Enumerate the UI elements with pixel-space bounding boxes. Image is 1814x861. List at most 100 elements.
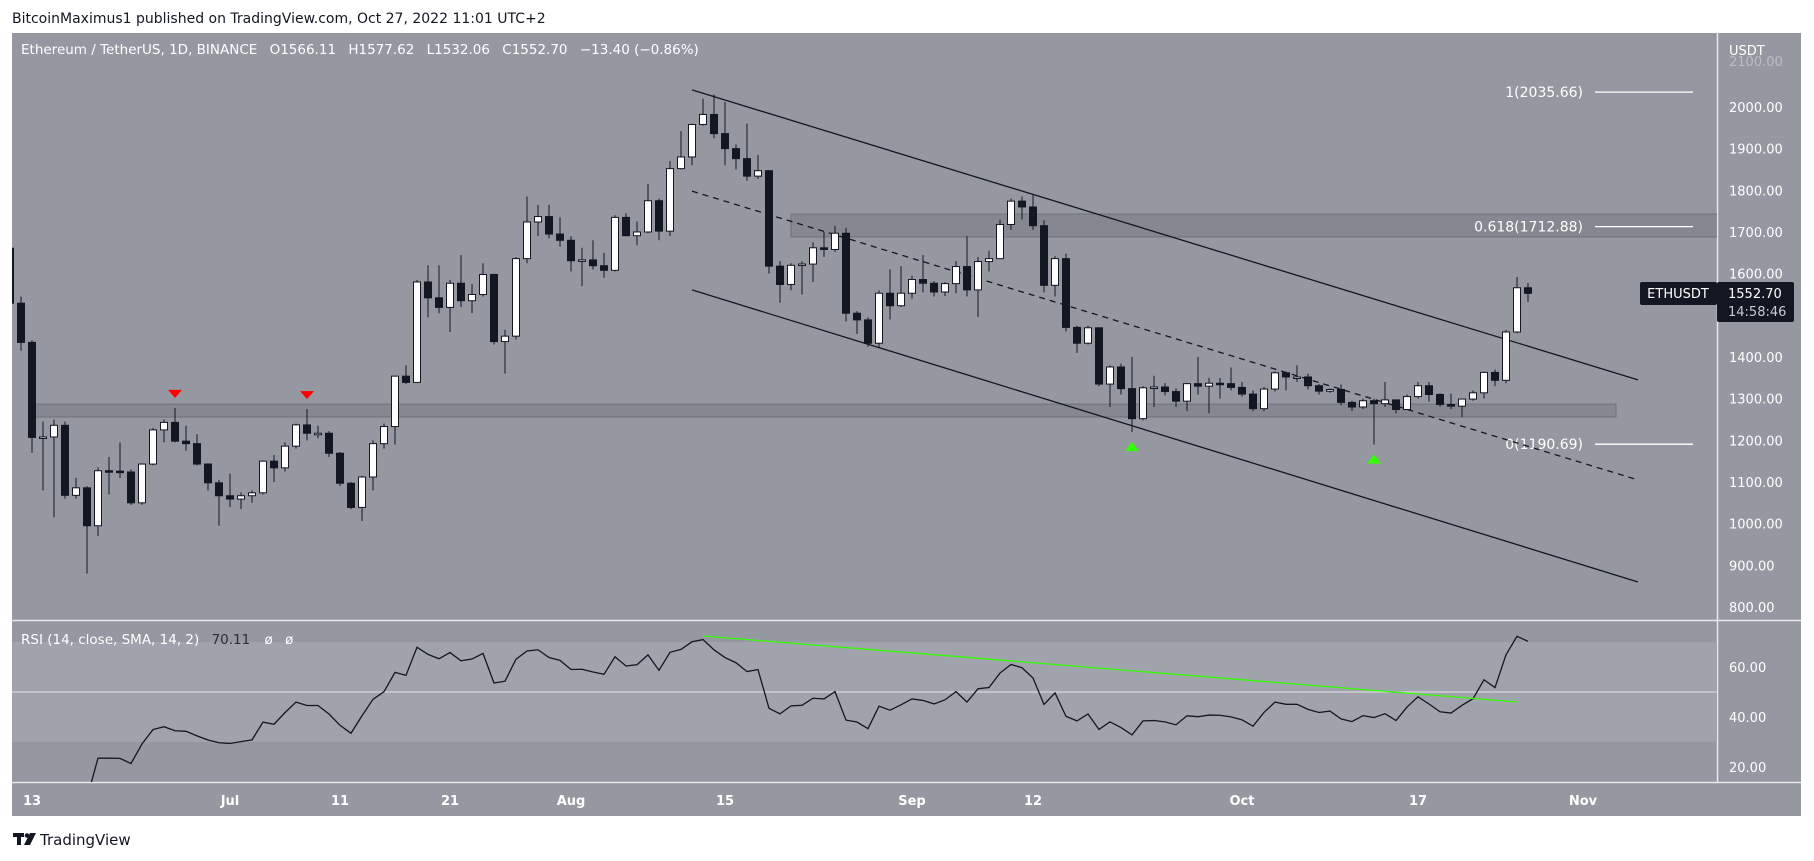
candle[interactable] xyxy=(105,456,113,495)
candle[interactable] xyxy=(501,329,509,374)
candle[interactable] xyxy=(1271,371,1279,392)
candle[interactable] xyxy=(7,240,14,311)
candle[interactable] xyxy=(853,311,861,335)
candle[interactable] xyxy=(1216,377,1224,399)
candle[interactable] xyxy=(556,217,564,247)
candle[interactable] xyxy=(1293,365,1301,382)
candle[interactable] xyxy=(116,442,124,478)
candle[interactable] xyxy=(1381,381,1389,407)
candle[interactable] xyxy=(820,231,828,257)
candle[interactable] xyxy=(666,161,674,237)
candle[interactable] xyxy=(578,247,586,287)
candle[interactable] xyxy=(798,261,806,295)
candle[interactable] xyxy=(1436,393,1444,407)
candle[interactable] xyxy=(1491,369,1499,387)
candle[interactable] xyxy=(270,454,278,482)
candle[interactable] xyxy=(1337,384,1345,406)
candle[interactable] xyxy=(732,144,740,170)
candle[interactable] xyxy=(303,409,311,441)
candle[interactable] xyxy=(1040,220,1048,293)
symbol-legend[interactable]: Ethereum / TetherUS, 1D, BINANCE O1566.1… xyxy=(21,42,699,58)
candle[interactable] xyxy=(622,213,630,237)
candle[interactable] xyxy=(721,101,729,166)
candle[interactable] xyxy=(402,365,410,385)
candle[interactable] xyxy=(1062,253,1070,332)
candle[interactable] xyxy=(1007,198,1015,230)
candle[interactable] xyxy=(28,340,36,453)
candle[interactable] xyxy=(809,242,817,282)
time-axis[interactable] xyxy=(12,783,1801,816)
candle[interactable] xyxy=(864,317,872,347)
candle[interactable] xyxy=(1139,386,1147,421)
candle[interactable] xyxy=(358,475,366,522)
candle[interactable] xyxy=(633,221,641,246)
candle[interactable] xyxy=(1161,382,1169,396)
candle[interactable] xyxy=(787,263,795,291)
candle[interactable] xyxy=(314,425,322,439)
candle[interactable] xyxy=(424,265,432,318)
channel-lower-line[interactable] xyxy=(691,289,1639,583)
candle[interactable] xyxy=(996,219,1004,260)
candle[interactable] xyxy=(1447,393,1455,410)
candle[interactable] xyxy=(468,284,476,314)
candle[interactable] xyxy=(765,170,773,274)
candle[interactable] xyxy=(226,473,234,507)
candle[interactable] xyxy=(1183,382,1191,412)
candle[interactable] xyxy=(875,290,883,348)
candle[interactable] xyxy=(655,198,663,241)
candle[interactable] xyxy=(644,184,652,234)
candle[interactable] xyxy=(523,196,531,264)
candle[interactable] xyxy=(83,486,91,574)
price-axis[interactable] xyxy=(1717,33,1801,782)
candle[interactable] xyxy=(908,275,916,299)
candle[interactable] xyxy=(677,131,685,170)
candle[interactable] xyxy=(1095,327,1103,387)
symbol-name[interactable]: Ethereum / TetherUS, 1D, BINANCE xyxy=(21,42,257,58)
candle[interactable] xyxy=(479,263,487,297)
candle[interactable] xyxy=(336,451,344,487)
candle[interactable] xyxy=(72,477,80,499)
candle[interactable] xyxy=(1029,194,1037,230)
candle[interactable] xyxy=(193,434,201,466)
candle[interactable] xyxy=(534,204,542,237)
candle[interactable] xyxy=(1194,356,1202,395)
candle[interactable] xyxy=(600,252,608,278)
candle[interactable] xyxy=(1051,256,1059,297)
candle[interactable] xyxy=(1414,381,1422,399)
candle[interactable] xyxy=(347,481,355,510)
candle[interactable] xyxy=(204,463,212,491)
candle[interactable] xyxy=(369,440,377,491)
candle[interactable] xyxy=(1227,367,1235,391)
candle[interactable] xyxy=(138,463,146,505)
horizontal-zone[interactable] xyxy=(31,403,1617,418)
candle[interactable] xyxy=(919,254,927,293)
candle[interactable] xyxy=(842,227,850,322)
candle[interactable] xyxy=(1205,377,1213,414)
candle[interactable] xyxy=(292,423,300,449)
candle[interactable] xyxy=(1469,390,1477,401)
candle[interactable] xyxy=(974,256,982,317)
candle[interactable] xyxy=(1315,384,1323,395)
candle[interactable] xyxy=(171,407,179,443)
candle[interactable] xyxy=(1128,356,1136,432)
candle[interactable] xyxy=(1117,363,1125,395)
candle[interactable] xyxy=(710,94,718,139)
candle[interactable] xyxy=(831,225,839,252)
candle[interactable] xyxy=(380,423,388,449)
candle[interactable] xyxy=(930,281,938,297)
candle[interactable] xyxy=(1458,398,1466,418)
candle[interactable] xyxy=(897,266,905,307)
candle[interactable] xyxy=(1425,381,1433,402)
candle[interactable] xyxy=(1084,325,1092,345)
candle[interactable] xyxy=(248,490,256,503)
candle[interactable] xyxy=(160,419,168,443)
rsi-indicator-name[interactable]: RSI (14, close, SMA, 14, 2) xyxy=(21,632,199,648)
candle[interactable] xyxy=(1260,386,1268,412)
candle[interactable] xyxy=(1238,381,1246,397)
candle[interactable] xyxy=(61,421,69,499)
candle[interactable] xyxy=(1150,375,1158,407)
candle[interactable] xyxy=(237,492,245,510)
candle[interactable] xyxy=(1392,399,1400,414)
candle[interactable] xyxy=(1073,325,1081,353)
candle[interactable] xyxy=(325,431,333,457)
